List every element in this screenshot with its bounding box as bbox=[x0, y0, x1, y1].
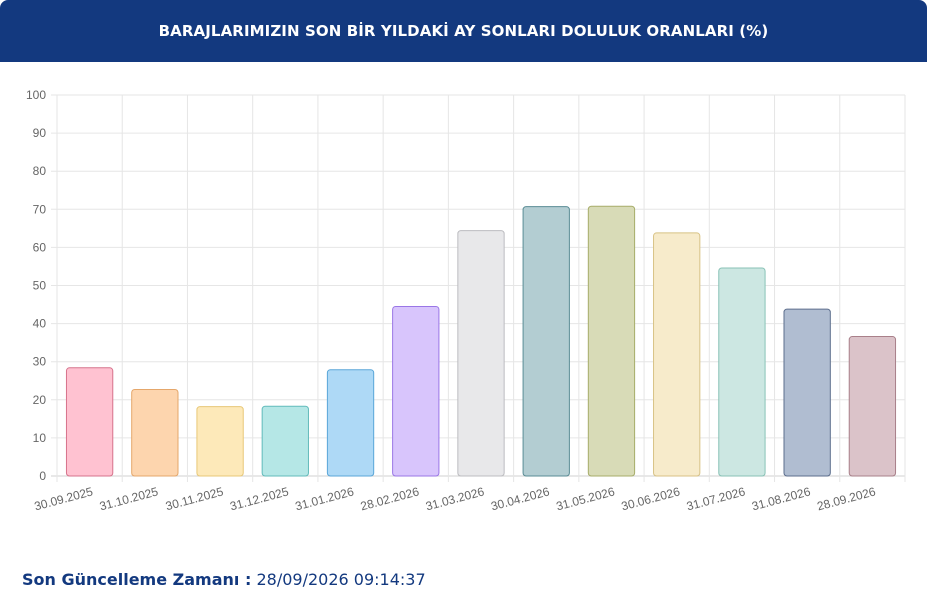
last-updated-label: Son Güncelleme Zamanı : bbox=[22, 570, 252, 589]
bar bbox=[718, 267, 766, 477]
y-tick-label: 20 bbox=[33, 393, 47, 407]
bar bbox=[522, 206, 570, 477]
x-tick-label: 28.09.2026 bbox=[816, 484, 878, 513]
x-tick-label: 31.10.2025 bbox=[98, 484, 160, 513]
y-tick-label: 90 bbox=[33, 126, 47, 140]
y-tick-label: 100 bbox=[26, 88, 46, 102]
bar bbox=[457, 230, 505, 477]
bar bbox=[65, 367, 114, 477]
x-tick-label: 30.06.2026 bbox=[620, 484, 682, 513]
x-tick-label: 31.12.2025 bbox=[228, 484, 290, 513]
bar bbox=[848, 336, 897, 477]
y-tick-label: 60 bbox=[33, 240, 47, 254]
bar bbox=[326, 369, 375, 477]
chart-header: BARAJLARIMIZIN SON BİR YILDAKİ AY SONLAR… bbox=[0, 0, 927, 62]
last-updated: Son Güncelleme Zamanı : 28/09/2026 09:14… bbox=[22, 570, 426, 589]
bar bbox=[653, 232, 701, 477]
x-tick-label: 31.05.2026 bbox=[555, 484, 617, 513]
y-tick-label: 70 bbox=[33, 202, 47, 216]
bar bbox=[587, 205, 636, 477]
x-tick-label: 28.02.2026 bbox=[359, 484, 421, 513]
x-tick-label: 30.04.2026 bbox=[489, 484, 551, 513]
x-tick-label: 30.09.2025 bbox=[33, 484, 95, 513]
y-tick-label: 80 bbox=[33, 164, 47, 178]
x-tick-label: 31.08.2026 bbox=[750, 484, 812, 513]
bar bbox=[131, 389, 179, 477]
last-updated-value: 28/09/2026 09:14:37 bbox=[256, 570, 426, 589]
x-tick-label: 31.03.2026 bbox=[424, 484, 486, 513]
bar-chart: 0 10 20 30 40 50 60 70 80 90 100 30.09.2025 31.10.20… bbox=[26, 88, 906, 513]
chart-area: 0 10 20 30 40 50 60 70 80 90 100 30.09.2025 31.10.20… bbox=[0, 62, 927, 552]
x-tick-label: 31.01.2026 bbox=[294, 484, 356, 513]
y-tick-label: 0 bbox=[39, 469, 46, 483]
y-tick-label: 40 bbox=[33, 317, 47, 331]
bar bbox=[392, 305, 440, 477]
chart-title: BARAJLARIMIZIN SON BİR YILDAKİ AY SONLAR… bbox=[158, 22, 769, 40]
y-tick-label: 50 bbox=[33, 279, 47, 293]
bar bbox=[261, 405, 309, 477]
bar bbox=[783, 308, 831, 477]
x-tick-label: 30.11.2025 bbox=[164, 484, 225, 513]
y-tick-label: 30 bbox=[33, 355, 47, 369]
bar bbox=[196, 406, 244, 477]
y-tick-label: 10 bbox=[33, 431, 47, 445]
x-tick-label: 31.07.2026 bbox=[685, 484, 747, 513]
